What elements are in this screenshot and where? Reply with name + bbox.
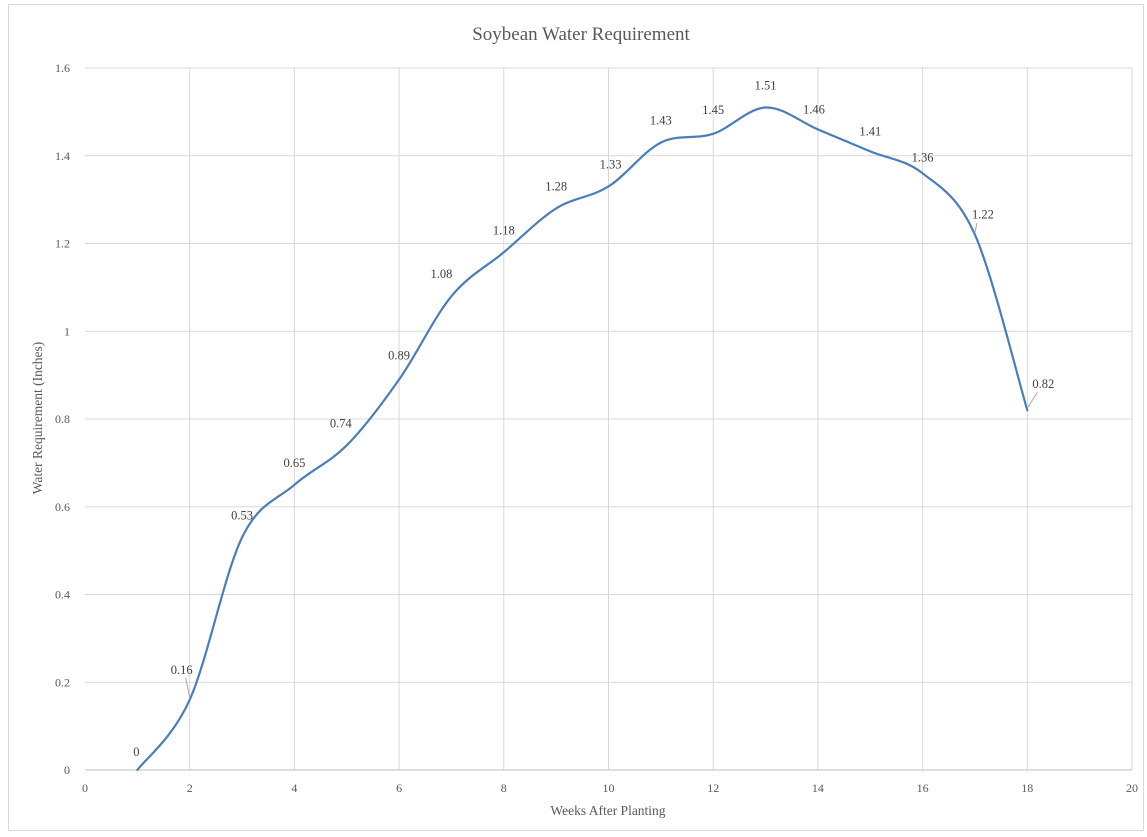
y-tick-label: 1.6 — [55, 61, 70, 75]
data-label: 1.36 — [912, 150, 934, 164]
series-layer — [136, 106, 1029, 772]
data-label-leader — [1026, 391, 1038, 409]
chart-title: Soybean Water Requirement — [472, 24, 690, 45]
x-tick-label: 10 — [603, 781, 615, 795]
x-tick-label: 18 — [1021, 781, 1033, 795]
y-tick-label: 0 — [64, 763, 70, 777]
data-label: 0.65 — [283, 456, 305, 470]
gridlines — [85, 67, 1133, 770]
y-tick-label: 0.8 — [55, 412, 70, 426]
data-label: 0.74 — [330, 416, 353, 430]
x-tick-label: 6 — [396, 781, 402, 795]
data-label: 1.08 — [431, 267, 453, 281]
y-axis-title: Water Requirement (Inches) — [30, 342, 45, 495]
data-label: 1.22 — [972, 208, 994, 222]
series-line — [136, 106, 1029, 772]
data-labels: 0 0.16 0.53 0.65 0.74 0.89 1.08 1.18 1.28 1.33 1.4… — [133, 78, 1054, 759]
data-label: 1.43 — [650, 114, 672, 128]
data-label: 0.89 — [388, 349, 410, 363]
data-label: 1.45 — [702, 103, 724, 117]
y-tick-label: 1 — [64, 324, 70, 338]
x-tick-label: 8 — [501, 781, 507, 795]
data-label: 1.41 — [859, 124, 881, 138]
y-tick-label: 1.4 — [55, 149, 70, 163]
x-axis-title: Weeks After Planting — [550, 803, 665, 818]
data-label: 0 — [133, 745, 139, 759]
data-label: 0.82 — [1032, 377, 1054, 391]
data-label: 1.18 — [493, 223, 515, 237]
data-label-leader — [185, 677, 191, 698]
x-tick-label: 16 — [917, 781, 929, 795]
x-tick-label: 20 — [1126, 781, 1138, 795]
data-label: 1.51 — [755, 78, 777, 92]
x-tick-label: 12 — [707, 781, 719, 795]
x-tick-label: 14 — [812, 781, 824, 795]
x-tick-label: 2 — [187, 781, 193, 795]
data-label-leader — [974, 222, 978, 233]
y-tick-label: 0.4 — [55, 588, 70, 602]
data-label: 0.53 — [231, 508, 253, 522]
data-label: 0.16 — [171, 663, 193, 677]
axes: 0 2 4 6 8 10 12 14 16 18 20 0 0.2 0.4 0.6 0.8 1 1.2 1.4 1.6 — [55, 61, 1138, 795]
chart-area — [8, 4, 1144, 831]
x-tick-label: 4 — [291, 781, 297, 795]
y-tick-label: 1.2 — [55, 237, 70, 251]
y-tick-label: 0.6 — [55, 500, 70, 514]
data-label: 1.28 — [545, 179, 567, 193]
data-label: 1.46 — [803, 102, 825, 116]
y-tick-label: 0.2 — [55, 675, 70, 689]
data-label: 1.33 — [600, 157, 622, 171]
x-tick-label: 0 — [82, 781, 88, 795]
